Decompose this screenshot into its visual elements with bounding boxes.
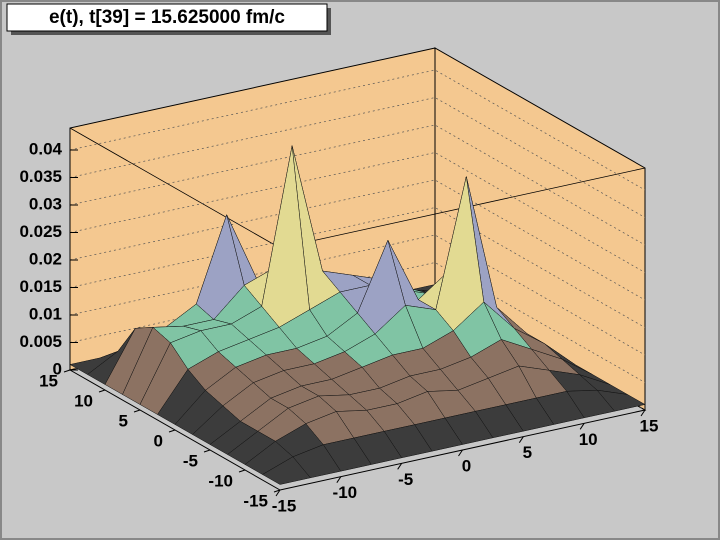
surface-cell — [261, 456, 311, 485]
x-tick — [640, 409, 646, 417]
y-tick-label: -5 — [183, 451, 198, 470]
x-tick — [275, 489, 281, 497]
x-tick-label: 5 — [523, 443, 532, 462]
y-tick — [238, 469, 246, 473]
y-tick-label: 10 — [74, 391, 93, 410]
z-tick-label: 0.01 — [29, 304, 62, 323]
y-tick — [63, 369, 71, 373]
x-tick-label: -5 — [398, 470, 413, 489]
z-tick-label: 0 — [53, 359, 62, 378]
title-box — [6, 3, 328, 32]
y-tick-label: 0 — [154, 431, 163, 450]
x-tick-label: -15 — [272, 496, 297, 515]
z-tick-label: 0.04 — [29, 139, 63, 158]
y-tick-label: -15 — [243, 491, 268, 510]
z-tick-label: 0.025 — [19, 222, 62, 241]
x-tick-label: -10 — [333, 483, 358, 502]
z-tick-label: 0.005 — [19, 332, 62, 351]
x-tick — [458, 449, 463, 457]
x-tick — [518, 436, 524, 443]
x-tick — [336, 476, 342, 483]
chart-title: e(t), t[39] = 15.625000 fm/c — [49, 7, 285, 28]
y-tick-label: -10 — [208, 471, 233, 490]
x-tick — [397, 463, 403, 470]
x-tick-label: 10 — [579, 430, 598, 449]
z-tick-label: 0.035 — [19, 167, 62, 186]
y-tick-label: 5 — [119, 411, 128, 430]
y-tick — [133, 409, 141, 413]
z-tick-label: 0.02 — [29, 249, 62, 268]
x-tick-label: 0 — [462, 456, 471, 475]
y-tick — [203, 449, 211, 453]
y-tick-label: 15 — [39, 371, 58, 390]
y-tick — [98, 389, 106, 393]
y-tick — [273, 489, 281, 493]
x-tick-label: 15 — [640, 416, 659, 435]
x-tick — [579, 423, 585, 430]
y-tick — [168, 429, 176, 433]
z-tick-label: 0.015 — [19, 277, 62, 296]
z-tick-label: 0.03 — [29, 194, 62, 213]
